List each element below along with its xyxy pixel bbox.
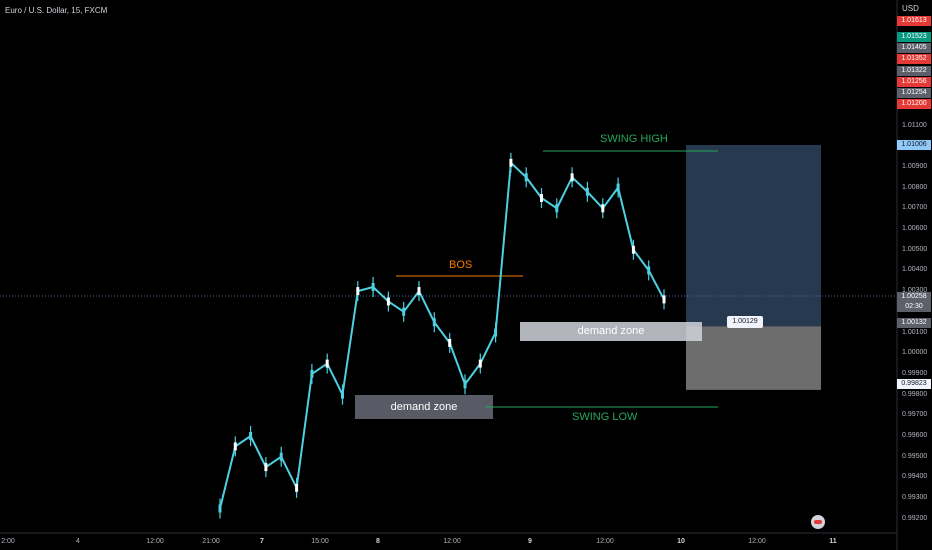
candle-body bbox=[402, 307, 406, 316]
demand-zone-label-1[interactable]: demand zone bbox=[390, 401, 458, 413]
time-tick: 11 bbox=[829, 538, 837, 545]
time-tick: 12:00 bbox=[748, 538, 766, 545]
candle-body bbox=[662, 295, 666, 304]
price-tick: 1.00800 bbox=[902, 183, 928, 191]
stop-zone bbox=[686, 326, 821, 390]
candle-body bbox=[417, 287, 421, 296]
price-badge: 02:30 bbox=[897, 302, 931, 312]
price-badge: 1.01322 bbox=[897, 66, 931, 76]
candle-body bbox=[279, 452, 283, 461]
price-tick: 0.99900 bbox=[902, 369, 928, 377]
time-tick: 12:00 bbox=[146, 538, 164, 545]
candle-body bbox=[371, 283, 375, 291]
price-badge: 1.01256 bbox=[897, 77, 931, 87]
demand-zone-box-1 bbox=[355, 395, 493, 419]
price-tick: 1.00300 bbox=[902, 287, 928, 295]
time-tick: 21:00 bbox=[202, 538, 220, 545]
price-badge: 0.99823 bbox=[897, 379, 931, 389]
bos-label[interactable]: BOS bbox=[449, 259, 473, 271]
price-tick: 1.00500 bbox=[902, 245, 928, 253]
candle-body bbox=[570, 173, 574, 182]
candle-body bbox=[631, 245, 635, 254]
currency-label: USD bbox=[902, 4, 919, 13]
price-tick: 0.99600 bbox=[902, 432, 928, 440]
time-tick: 4 bbox=[76, 538, 80, 545]
candle-body bbox=[341, 390, 344, 399]
price-badge: 1.00132 bbox=[897, 318, 931, 328]
price-tick: 1.00400 bbox=[902, 266, 928, 274]
price-badge: 1.01352 bbox=[897, 54, 931, 64]
candle-body bbox=[478, 359, 482, 368]
price-tick: 1.01100 bbox=[902, 121, 927, 129]
price-tick: 0.99700 bbox=[902, 411, 928, 419]
time-tick: 7 bbox=[260, 538, 264, 545]
candle-body bbox=[647, 266, 651, 275]
price-badge: 1.01200 bbox=[897, 99, 931, 109]
price-tick: 0.99300 bbox=[902, 494, 928, 502]
price-badge: 1.01254 bbox=[897, 88, 931, 98]
candle-body bbox=[524, 173, 528, 182]
price-series-line bbox=[219, 160, 665, 509]
price-badge: 1.01006 bbox=[897, 140, 931, 150]
time-tick: 15:00 bbox=[311, 538, 329, 545]
price-tick: 1.00900 bbox=[902, 162, 928, 170]
price-tick: 1.00600 bbox=[902, 225, 928, 233]
entry-price-tag[interactable]: 1.00129 bbox=[727, 316, 763, 328]
price-tick: 0.99200 bbox=[902, 514, 928, 522]
candle-body bbox=[448, 338, 452, 347]
candle-body bbox=[555, 204, 559, 213]
price-badge: 1.01613 bbox=[897, 16, 931, 26]
swing-high-label[interactable]: SWING HIGH bbox=[600, 133, 668, 145]
candle-body bbox=[494, 328, 498, 337]
candle-body bbox=[601, 204, 605, 213]
candle-body bbox=[295, 483, 299, 492]
time-tick: 12:00 bbox=[443, 538, 461, 545]
candle-body bbox=[249, 432, 253, 440]
target-zone bbox=[686, 145, 821, 327]
candle-body bbox=[585, 187, 589, 196]
time-tick: 10 bbox=[677, 538, 685, 545]
price-badge: 1.01523 bbox=[897, 32, 931, 42]
price-tick: 1.00100 bbox=[902, 328, 928, 336]
symbol-legend[interactable]: Euro / U.S. Dollar, 15, FXCM bbox=[5, 6, 108, 15]
price-tick: 0.99400 bbox=[902, 473, 928, 481]
candle-body bbox=[540, 194, 543, 202]
candle-body bbox=[386, 297, 390, 306]
price-tick: 0.99500 bbox=[902, 452, 928, 460]
time-tick: 12:00 bbox=[596, 538, 614, 545]
candle-body bbox=[509, 158, 513, 167]
tradingview-logo-icon[interactable] bbox=[811, 515, 825, 529]
time-tick: 2:00 bbox=[1, 538, 15, 545]
price-badge: 1.01405 bbox=[897, 43, 931, 53]
candle-body bbox=[432, 318, 436, 327]
demand-zone-box-2 bbox=[520, 322, 702, 341]
candle-body bbox=[264, 463, 268, 472]
candle-body bbox=[325, 359, 329, 368]
candle-body bbox=[463, 380, 467, 389]
candle-body bbox=[218, 504, 222, 513]
price-tick: 0.99800 bbox=[902, 390, 928, 398]
candle-body bbox=[233, 442, 237, 451]
time-tick: 9 bbox=[528, 538, 532, 545]
candle-body bbox=[616, 183, 620, 192]
swing-low-label[interactable]: SWING LOW bbox=[572, 411, 638, 423]
candle-body bbox=[356, 287, 360, 296]
time-tick: 8 bbox=[376, 538, 380, 545]
demand-zone-label-2[interactable]: demand zone bbox=[577, 325, 645, 337]
candle-body bbox=[310, 369, 314, 378]
price-tick: 1.00700 bbox=[902, 204, 928, 212]
price-badge: 1.00258 bbox=[897, 292, 931, 302]
price-tick: 1.00000 bbox=[902, 349, 928, 357]
